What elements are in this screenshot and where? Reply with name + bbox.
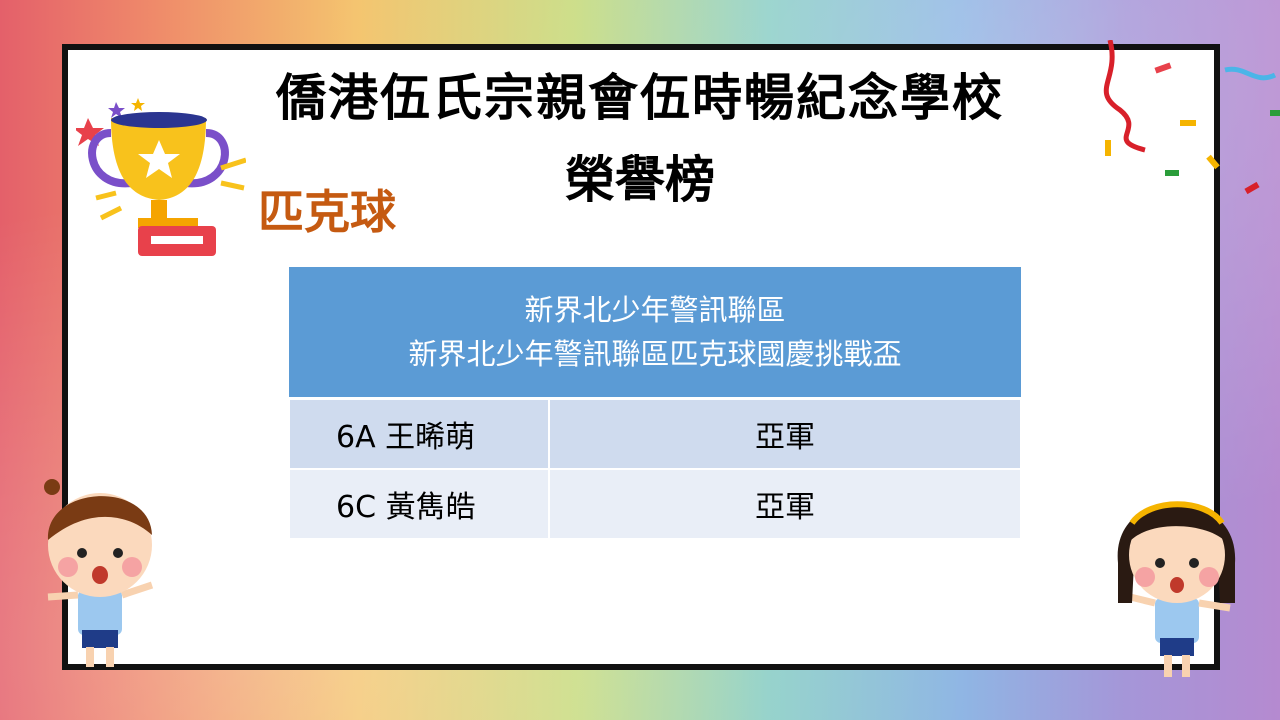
girl-cartoon xyxy=(1117,501,1236,677)
organizer-line: 新界北少年警訊聯區 xyxy=(524,293,786,327)
table-row: 6C 黃雋皓 亞軍 xyxy=(288,468,1022,540)
table-row: 6A 王晞萌 亞軍 xyxy=(288,397,1022,470)
award-table: 新界北少年警訊聯區 新界北少年警訊聯區匹克球國慶挑戰盃 6A 王晞萌 亞軍 6C… xyxy=(288,267,1022,540)
trophy-icon xyxy=(76,98,246,256)
confetti-icon xyxy=(1103,40,1280,195)
competition-header: 新界北少年警訊聯區 新界北少年警訊聯區匹克球國慶挑戰盃 xyxy=(289,267,1021,400)
sport-label: 匹克球 xyxy=(258,185,396,239)
competition-name-line: 新界北少年警訊聯區匹克球國慶挑戰盃 xyxy=(408,337,902,371)
honor-roll-title: 榮譽榜 xyxy=(565,151,715,209)
student-cell: 6A 王晞萌 xyxy=(288,397,550,470)
student-cell: 6C 黃雋皓 xyxy=(288,468,550,540)
boy-cartoon xyxy=(44,479,154,667)
award-cell: 亞軍 xyxy=(548,397,1022,470)
award-cell: 亞軍 xyxy=(548,468,1022,540)
school-title: 僑港伍氏宗親會伍時暢紀念學校 xyxy=(276,69,1004,127)
